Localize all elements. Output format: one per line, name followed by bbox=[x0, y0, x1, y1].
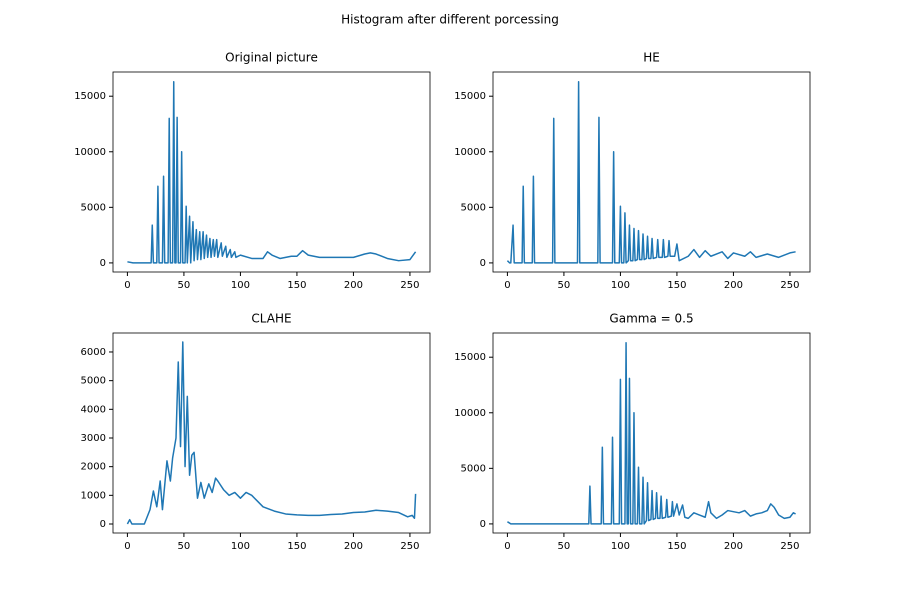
y-tick-label: 3000 bbox=[81, 433, 106, 444]
data-line bbox=[127, 81, 417, 264]
x-tick-label: 100 bbox=[231, 541, 250, 552]
subplot-title: Gamma = 0.5 bbox=[609, 312, 693, 326]
x-tick-label: 150 bbox=[667, 280, 686, 291]
y-tick-label: 5000 bbox=[461, 463, 486, 474]
x-tick-label: 250 bbox=[780, 280, 799, 291]
y-tick-label: 10000 bbox=[74, 147, 106, 158]
x-tick-label: 0 bbox=[124, 541, 130, 552]
y-tick-label: 5000 bbox=[81, 202, 106, 213]
data-line bbox=[506, 342, 796, 525]
y-tick-label: 0 bbox=[100, 519, 106, 530]
x-tick-label: 50 bbox=[558, 280, 571, 291]
y-tick-label: 10000 bbox=[454, 408, 486, 419]
y-tick-label: 15000 bbox=[454, 352, 486, 363]
x-tick-label: 200 bbox=[344, 541, 363, 552]
y-tick-label: 6000 bbox=[81, 347, 106, 358]
subplot-title: CLAHE bbox=[251, 312, 291, 326]
x-tick-label: 0 bbox=[504, 541, 510, 552]
x-tick-label: 100 bbox=[231, 280, 250, 291]
y-tick-label: 5000 bbox=[461, 202, 486, 213]
x-tick-label: 150 bbox=[287, 280, 306, 291]
axes-frame bbox=[112, 71, 431, 273]
axes-frame bbox=[492, 71, 811, 273]
x-tick-label: 100 bbox=[611, 280, 630, 291]
x-tick-label: 250 bbox=[780, 541, 799, 552]
x-tick-label: 0 bbox=[504, 280, 510, 291]
x-tick-label: 200 bbox=[344, 280, 363, 291]
x-tick-label: 250 bbox=[400, 280, 419, 291]
x-tick-label: 50 bbox=[178, 280, 191, 291]
data-line bbox=[126, 341, 417, 525]
y-tick-label: 2000 bbox=[81, 462, 106, 473]
x-tick-label: 200 bbox=[724, 280, 743, 291]
x-tick-label: 200 bbox=[724, 541, 743, 552]
y-tick-label: 15000 bbox=[74, 91, 106, 102]
y-tick-label: 5000 bbox=[81, 376, 106, 387]
subplot-title: Original picture bbox=[225, 51, 318, 65]
x-tick-label: 50 bbox=[178, 541, 191, 552]
x-tick-label: 0 bbox=[124, 280, 130, 291]
subplot-title: HE bbox=[643, 51, 660, 65]
y-tick-label: 0 bbox=[480, 258, 486, 269]
y-tick-label: 1000 bbox=[81, 490, 106, 501]
axes-frame bbox=[492, 332, 811, 534]
x-tick-label: 250 bbox=[400, 541, 419, 552]
y-tick-label: 4000 bbox=[81, 404, 106, 415]
x-tick-label: 150 bbox=[667, 541, 686, 552]
y-tick-label: 0 bbox=[100, 258, 106, 269]
y-tick-label: 15000 bbox=[454, 91, 486, 102]
y-tick-label: 10000 bbox=[454, 147, 486, 158]
x-tick-label: 150 bbox=[287, 541, 306, 552]
figure-title: Histogram after different porcessing bbox=[341, 13, 559, 27]
axes-frame bbox=[112, 332, 431, 534]
x-tick-label: 100 bbox=[611, 541, 630, 552]
y-tick-label: 0 bbox=[480, 519, 486, 530]
data-line bbox=[506, 81, 796, 264]
x-tick-label: 50 bbox=[558, 541, 571, 552]
